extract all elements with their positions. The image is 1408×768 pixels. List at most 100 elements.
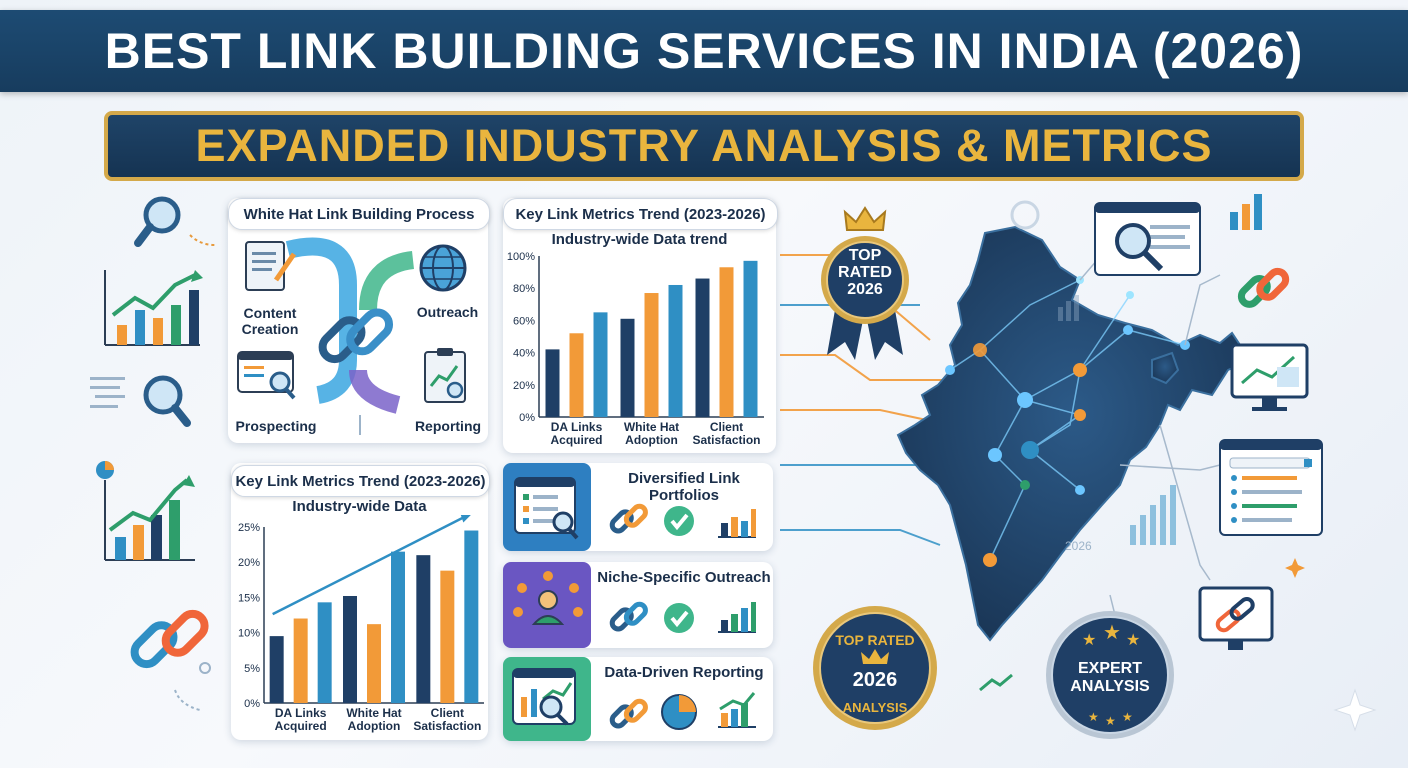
report-icon <box>424 348 466 403</box>
pie-icon <box>661 694 697 730</box>
badge-line: RATED <box>838 264 892 281</box>
bottom-chart-subtitle: Industry-wide Data <box>292 498 427 515</box>
bottom-chart-title: Key Link Metrics Trend (2023-2026) <box>231 465 490 497</box>
svg-text:★: ★ <box>1088 710 1099 724</box>
feature-title-niche: Niche-Specific Outreach <box>597 569 771 586</box>
india-map-panel: 2026 ★ ★ ★ ★ ★ ★ <box>780 194 1377 739</box>
badge-line: EXPERT <box>1077 660 1142 677</box>
badge-line: TOP <box>848 247 882 264</box>
step-content-creation: Content Creation <box>241 305 299 337</box>
y-tick-label: 20% <box>238 557 260 569</box>
bar <box>644 293 659 417</box>
growth-chart-icon <box>1058 295 1079 321</box>
bar <box>668 284 683 417</box>
bar <box>545 349 560 417</box>
y-tick-label: 100% <box>507 251 535 263</box>
chain-link-icon <box>1237 267 1290 308</box>
list-lines-icon <box>90 377 125 408</box>
top-rated-lower-arc-top: TOP RATED <box>835 632 915 648</box>
page-title: BEST LINK BUILDING SERVICES IN INDIA (20… <box>104 23 1304 79</box>
top-chart-title: Key Link Metrics Trend (2023-2026) <box>503 198 778 230</box>
browser-icon <box>1094 202 1201 276</box>
y-tick-label: 60% <box>513 315 535 327</box>
chain-link-icon <box>609 698 648 729</box>
magnifier-icon <box>143 375 191 427</box>
y-tick-label: 25% <box>238 522 260 534</box>
globe-icon <box>419 244 467 292</box>
y-tick-label: 15% <box>238 592 260 604</box>
x-tick-label: Satisfaction <box>413 719 481 733</box>
growth-chart-icon <box>718 509 756 538</box>
map-year-label: 2026 <box>1065 539 1092 553</box>
x-tick-label: Adoption <box>625 433 678 447</box>
trend-arrow-head <box>460 515 471 523</box>
x-tick-label: Adoption <box>348 719 401 733</box>
growth-chart-icon <box>104 270 203 346</box>
x-tick-label: Satisfaction <box>692 433 760 447</box>
svg-text:★: ★ <box>1122 710 1133 724</box>
bar <box>293 618 308 703</box>
bar <box>593 312 608 417</box>
bar <box>719 267 734 417</box>
growth-chart-icon <box>1230 194 1262 230</box>
document-icon <box>245 241 297 291</box>
crown-icon <box>843 206 887 231</box>
crown-icon <box>861 649 889 664</box>
bar <box>440 570 455 703</box>
step-prospecting: Prospecting <box>235 418 317 434</box>
top-rated-badge-lower <box>813 606 937 730</box>
process-diagram <box>237 237 467 435</box>
x-tick-label: DA Links <box>275 706 327 720</box>
browser-icon <box>237 351 296 400</box>
bar <box>416 555 431 703</box>
bar <box>269 636 284 703</box>
top-rated-lower-year: 2026 <box>852 669 898 691</box>
monitor-link-icon <box>1198 586 1274 650</box>
top-rated-upper-text: TOP RATED 2026 <box>805 247 925 298</box>
svg-text:★: ★ <box>1105 714 1116 728</box>
x-tick-label: Client <box>710 420 743 434</box>
svg-text:★: ★ <box>1082 632 1096 649</box>
y-tick-label: 0% <box>519 412 535 424</box>
map-node-markers <box>945 276 1190 567</box>
chain-link-icon <box>609 503 648 534</box>
left-icon-column <box>90 196 216 711</box>
browser-icon <box>514 477 579 540</box>
bar <box>695 278 710 417</box>
bar <box>569 333 584 417</box>
growth-chart-icon <box>718 692 756 728</box>
chain-link-icon <box>609 601 648 632</box>
mini-trend-icon <box>979 673 1013 692</box>
x-tick-label: Acquired <box>275 719 327 733</box>
checkmark-icon <box>664 603 694 633</box>
bar <box>343 595 357 703</box>
y-tick-label: 40% <box>513 348 535 360</box>
chat-icon <box>1010 200 1040 230</box>
subtitle-banner: EXPANDED INDUSTRY ANALYSIS & METRICS <box>104 111 1304 181</box>
growth-chart-icon <box>1130 485 1176 545</box>
india-map <box>896 225 1252 642</box>
top-rated-badge-upper <box>821 206 909 360</box>
feature-title-diversified: Diversified Link Portfolios <box>628 470 740 504</box>
page-subtitle: EXPANDED INDUSTRY ANALYSIS & METRICS <box>195 120 1213 171</box>
chain-link-icon <box>130 609 209 669</box>
x-tick-label: DA Links <box>551 420 603 434</box>
x-tick-label: White Hat <box>624 420 679 434</box>
badge-line: ANALYSIS <box>1070 678 1150 695</box>
sparkle-icon <box>1285 558 1305 578</box>
svg-text:★: ★ <box>1103 622 1121 644</box>
badge-line: 2026 <box>847 281 883 298</box>
feature-title-reporting: Data-Driven Reporting <box>604 664 764 681</box>
growth-chart-icon <box>718 602 756 633</box>
y-tick-label: 0% <box>244 698 260 710</box>
monitor-chart-icon <box>1230 343 1309 411</box>
people-icon <box>513 571 583 625</box>
step-reporting: Reporting <box>414 418 482 434</box>
x-tick-label: White Hat <box>346 706 401 720</box>
y-tick-label: 10% <box>238 628 260 640</box>
step-outreach: Outreach <box>416 304 479 320</box>
browser-icon <box>1219 439 1323 536</box>
process-title: White Hat Link Building Process <box>228 198 490 230</box>
feature-icons <box>512 477 756 730</box>
